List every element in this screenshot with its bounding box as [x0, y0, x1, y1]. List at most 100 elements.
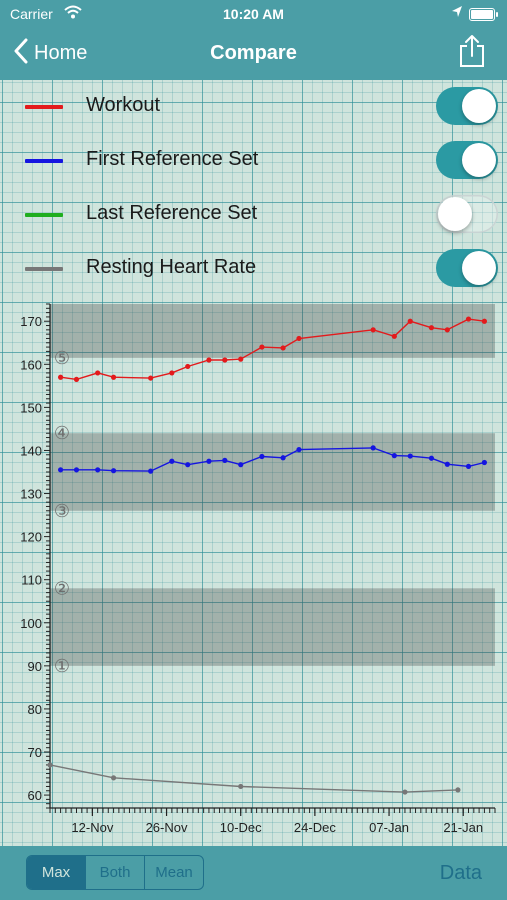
data-point [259, 453, 265, 460]
series-line [60, 318, 485, 381]
data-point [206, 357, 212, 363]
data-point [95, 370, 101, 376]
y-tick-label: 80 [28, 702, 42, 717]
data-point [444, 327, 450, 333]
hr-zone-label: ② [54, 578, 70, 599]
page-title: Compare [210, 42, 297, 64]
y-tick-label: 120 [20, 530, 42, 545]
data-point [370, 445, 376, 451]
data-point [296, 447, 302, 453]
hr-zone-label: ① [54, 656, 70, 677]
data-point [148, 468, 154, 474]
y-tick-label: 150 [20, 400, 42, 415]
toggle-knob [438, 197, 472, 231]
toggle-first-reference-set[interactable] [436, 141, 498, 179]
data-point [280, 455, 286, 461]
legend-swatch [25, 105, 63, 109]
data-point [238, 783, 244, 790]
data-point [47, 762, 53, 768]
mode-segmented-control: Max Both Mean [26, 855, 204, 890]
toggle-workout[interactable] [436, 87, 498, 125]
data-point [428, 325, 435, 331]
series-legend: Workout First Reference Set Last Referen… [0, 80, 507, 300]
hr-zone-band [50, 304, 495, 358]
legend-label: Workout [86, 94, 161, 116]
data-point [370, 327, 376, 333]
x-tick-label: 10-Dec [220, 820, 262, 835]
legend-row-first-reference-set: First Reference Set [0, 134, 507, 188]
data-point [73, 467, 80, 473]
data-point [238, 356, 244, 362]
navigation-bar: Carrier 10:20 AM Home Compare [0, 0, 507, 80]
data-point [169, 458, 175, 464]
data-point [185, 462, 191, 468]
data-point [481, 459, 488, 466]
y-tick-label: 110 [21, 573, 42, 588]
data-point [222, 357, 228, 363]
data-point [57, 467, 64, 473]
data-point [238, 462, 244, 468]
hr-zone-band [50, 588, 495, 666]
segment-both[interactable]: Both [86, 856, 145, 889]
data-point [407, 318, 413, 324]
y-tick-label: 60 [28, 788, 42, 803]
segment-max[interactable]: Max [27, 856, 86, 889]
x-tick-label: 26-Nov [146, 820, 188, 835]
data-point [465, 463, 472, 469]
y-tick-label: 160 [20, 357, 42, 372]
y-tick-label: 100 [20, 616, 42, 631]
bottom-toolbar: Max Both Mean Data [0, 846, 507, 900]
toggle-knob [462, 89, 496, 123]
data-point [280, 345, 286, 351]
toggle-knob [462, 251, 496, 285]
x-tick-label: 12-Nov [71, 820, 113, 835]
y-tick-label: 130 [20, 487, 42, 502]
data-point [428, 455, 435, 461]
data-point [185, 363, 191, 370]
y-tick-label: 90 [28, 659, 42, 674]
hr-zone-label: ⑤ [54, 348, 70, 369]
back-label: Home [34, 41, 88, 64]
data-point [206, 458, 212, 464]
data-point [296, 335, 302, 342]
status-time: 10:20 AM [223, 6, 284, 22]
data-point [391, 453, 397, 459]
legend-swatch [25, 159, 63, 163]
legend-label: Resting Heart Rate [86, 256, 257, 278]
y-tick-label: 170 [20, 314, 42, 329]
data-point [481, 318, 488, 324]
data-point [110, 775, 117, 781]
data-point [110, 468, 117, 474]
status-bar: Carrier 10:20 AM [0, 0, 507, 28]
data-point [110, 374, 117, 380]
back-button[interactable]: Home [14, 38, 87, 68]
hr-zone-label: ④ [54, 423, 70, 444]
y-tick-label: 140 [20, 443, 42, 458]
data-point [222, 457, 228, 463]
data-button[interactable]: Data [439, 862, 482, 884]
data-point [73, 376, 80, 382]
y-tick-label: 70 [28, 745, 42, 760]
data-point [391, 333, 397, 339]
legend-label: First Reference Set [86, 148, 259, 170]
toggle-resting-heart-rate[interactable] [436, 249, 498, 287]
legend-swatch [25, 267, 63, 271]
x-tick-label: 21-Jan [443, 820, 483, 835]
legend-row-workout: Workout [0, 80, 507, 134]
series-line [60, 447, 485, 472]
wifi-icon [64, 5, 82, 22]
legend-row-resting-heart-rate: Resting Heart Rate [0, 242, 507, 296]
toggle-last-reference-set[interactable] [436, 195, 498, 233]
battery-icon [469, 8, 498, 21]
hr-zone-band [50, 433, 495, 511]
share-icon[interactable] [459, 34, 485, 73]
data-point [402, 789, 408, 795]
segment-mean[interactable]: Mean [155, 864, 193, 881]
hr-zone-label: ③ [54, 501, 70, 522]
chevron-left-icon [14, 38, 28, 69]
location-arrow-icon [451, 5, 463, 22]
x-tick-label: 07-Jan [369, 820, 409, 835]
data-point [407, 453, 413, 459]
data-point [465, 316, 472, 322]
data-point [57, 374, 64, 380]
